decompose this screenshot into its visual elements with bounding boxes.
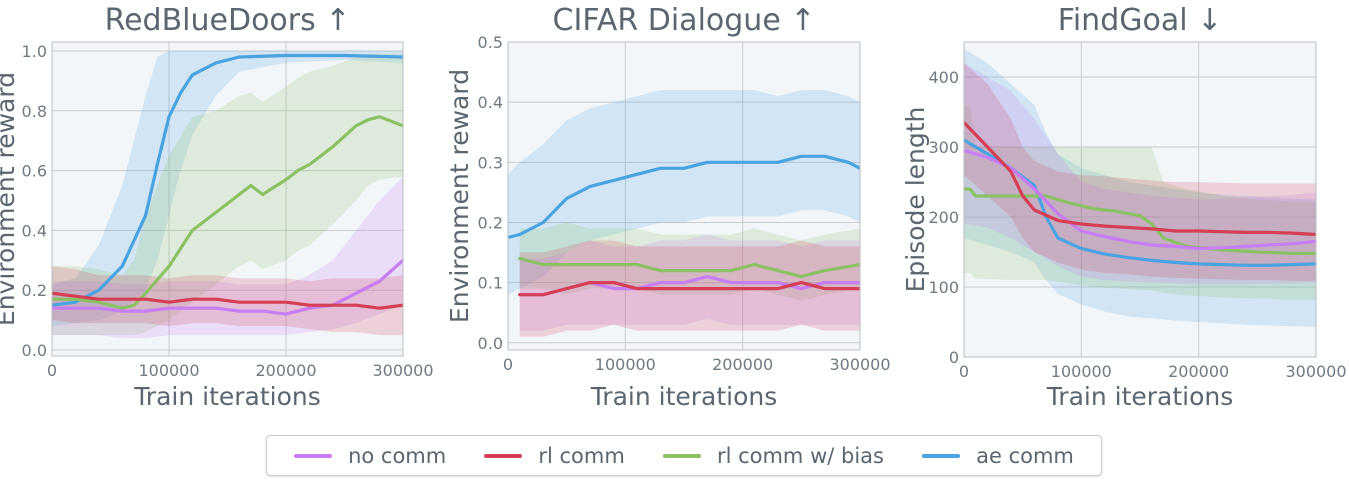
plot-frame: [963, 41, 1317, 358]
figure-charts: 0 100000 200000 3000000.00.20.40.60.81.0Red…: [0, 3, 1347, 411]
y-tick-label: 0.2: [22, 281, 47, 300]
y-tick-label: 0.6: [22, 162, 47, 181]
legend-label-rl-comm: rl comm: [538, 443, 625, 468]
line-rl-comm-w-bias: [964, 187, 1316, 255]
line-ae-comm: [508, 154, 860, 240]
series-group: [964, 49, 1316, 327]
line-ae-comm: [52, 53, 403, 307]
legend-swatch-ae-comm: [922, 453, 961, 458]
y-tick-label: 0: [949, 348, 959, 367]
band-ae-comm: [508, 90, 860, 295]
band-rl-comm-w-bias: [52, 54, 403, 336]
y-tick-label: 1.0: [22, 42, 47, 61]
line-no-comm: [52, 258, 403, 316]
x-tick-label: 300000: [372, 361, 433, 380]
legend: no comm rl comm rl comm w/ bias ae comm: [266, 435, 1102, 476]
plot-area: [964, 42, 1316, 357]
x-tick-label: 100000: [595, 355, 656, 374]
x-tick-label: 100000: [138, 361, 199, 380]
plot-area: [508, 42, 860, 350]
legend-swatch-no-comm: [294, 453, 333, 458]
legend-label-no-comm: no comm: [348, 443, 447, 468]
y-tick-label: 300: [928, 138, 959, 157]
chart-panel-1: 0 100000 200000 300000 0.0 0.2 0.4 0.6 0.8 1.0 Red…: [0, 3, 434, 411]
y-axis-label: Environment reward: [445, 69, 474, 323]
y-tick-label: 0.4: [22, 221, 47, 240]
line-no-comm: [964, 148, 1316, 251]
chart-title: FindGoal ↓: [1058, 3, 1222, 38]
line-rl-comm-w-bias: [52, 115, 403, 310]
x-axis-label: Train iterations: [590, 382, 778, 411]
series-group: [52, 51, 403, 339]
series-group: [508, 90, 860, 337]
x-tick-label: 100000: [1051, 362, 1112, 381]
y-tick-label: 0.3: [478, 153, 503, 172]
x-axis-label: Train iterations: [1046, 382, 1234, 411]
y-tick-label: 0.1: [478, 274, 503, 293]
y-tick-label: 100: [928, 278, 959, 297]
y-tick-label: 0.5: [478, 33, 503, 52]
y-tick-label: 0.4: [478, 93, 503, 112]
plot-frame: [51, 41, 404, 357]
y-tick-label: 400: [928, 68, 959, 87]
plot-frame: [507, 41, 861, 351]
chart-panel-2: 0 100000 200000 300000 0.0 0.1 0.2 0.3 0.4 0.5 CIF…: [445, 3, 891, 411]
chart-title: RedBlueDoors ↑: [105, 3, 351, 38]
y-tick-label: 0.2: [478, 213, 503, 232]
x-axis-label: Train iterations: [133, 382, 321, 411]
x-tick-label: 0: [959, 362, 969, 381]
band-ae-comm: [52, 51, 403, 327]
legend-label-ae-comm: ae comm: [976, 443, 1074, 468]
x-tick-label: 200000: [712, 355, 773, 374]
y-axis-label: Episode length: [901, 107, 930, 293]
legend-swatch-rl-comm: [484, 453, 523, 458]
x-tick-label: 200000: [255, 361, 316, 380]
y-axis-label: Environment reward: [0, 72, 20, 326]
x-tick-label: 0: [503, 355, 513, 374]
legend-item-rl-comm-bias: rl comm w/ bias: [662, 443, 884, 468]
line-ae-comm: [964, 138, 1316, 267]
y-tick-label: 0.0: [478, 334, 503, 353]
legend-swatch-rl-comm-bias: [662, 453, 701, 458]
y-tick-label: 0.8: [22, 102, 47, 121]
line-rl-comm: [52, 291, 403, 310]
band-ae-comm: [964, 49, 1316, 327]
x-tick-label: 200000: [1168, 362, 1229, 381]
chart-panel-3: 0 100000 200000 300000 0 100 200 300 400 FindGoal…: [901, 3, 1347, 411]
legend-label-rl-comm-bias: rl comm w/ bias: [716, 443, 884, 468]
chart-title: CIFAR Dialogue ↑: [553, 3, 816, 38]
line-rl-comm: [518, 281, 860, 297]
line-rl-comm: [964, 120, 1316, 237]
x-tick-label: 0: [47, 361, 57, 380]
y-tick-label: 0.0: [22, 341, 47, 360]
x-tick-label: 300000: [1285, 362, 1346, 381]
legend-item-rl-comm: rl comm: [484, 443, 625, 468]
legend-item-ae-comm: ae comm: [922, 444, 1074, 468]
y-tick-label: 200: [928, 208, 959, 227]
line-rl-comm-w-bias: [518, 257, 860, 279]
legend-item-no-comm: no comm: [294, 444, 446, 468]
x-tick-label: 300000: [829, 355, 890, 374]
